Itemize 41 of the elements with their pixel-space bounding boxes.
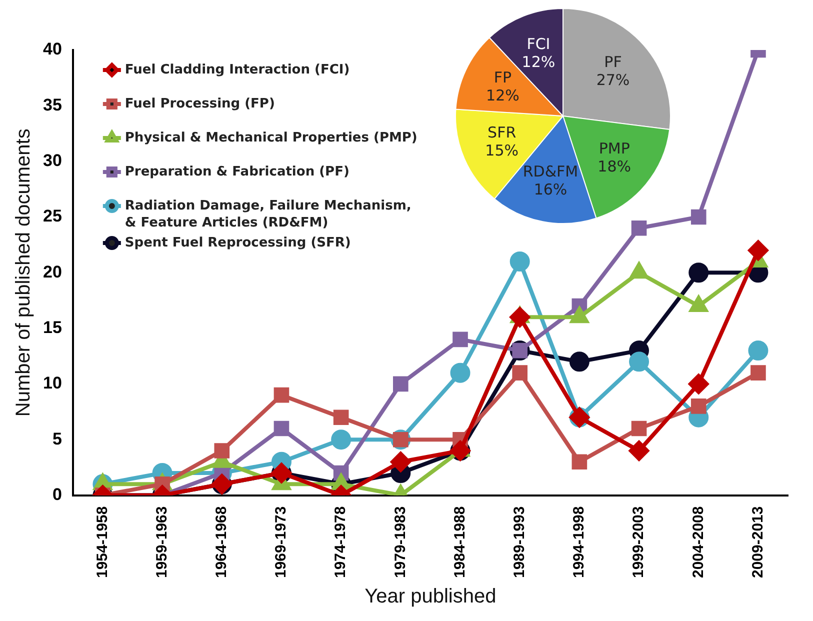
y-tick-label: 15	[42, 318, 62, 337]
legend-label: Physical & Mechanical Properties (PMP)	[124, 130, 418, 146]
x-tick-label: 1994-1998	[570, 506, 588, 578]
data-label: 18%	[598, 157, 632, 176]
x-tick-label: 2009-2013	[749, 506, 766, 578]
slice-label: PMP	[598, 139, 630, 158]
x-tick-label: 1964-1968	[213, 506, 230, 578]
x-tick-label: 1954-1958	[94, 506, 111, 578]
slice-label: FP	[494, 68, 512, 87]
x-tick-label: 1979-1983	[392, 506, 409, 578]
y-axis-title: Number of published documents	[12, 128, 35, 417]
data-label: 12%	[522, 52, 556, 71]
legend-label: Fuel Cladding Interaction (FCI)	[124, 62, 350, 78]
y-tick-label: 0	[52, 484, 62, 504]
x-tick-label: 1959-1963	[153, 506, 170, 578]
y-tick-label: 35	[42, 95, 62, 114]
data-label: 27%	[596, 70, 630, 89]
slice-label: SFR	[488, 123, 516, 142]
data-label: 15%	[485, 141, 519, 160]
x-tick-label: 2004-2008	[690, 506, 707, 578]
legend-label: Fuel Processing (FP)	[124, 96, 275, 112]
x-tick-label: 1989-1993	[510, 506, 528, 578]
x-tick-label: 1999-2003	[630, 506, 648, 578]
data-label: 16%	[534, 180, 568, 198]
slice-label: FCI	[526, 34, 550, 53]
y-tick-label: 30	[42, 151, 62, 170]
x-tick-label: 1969-1973	[272, 506, 290, 578]
slice-label: RD&FM	[522, 162, 578, 180]
y-tick-label: 40	[42, 40, 62, 59]
legend-label: Radiation Damage, Failure Mechanism, & Feature Articles (RD&FM)	[124, 198, 412, 230]
y-tick-label: 25	[42, 206, 62, 226]
legend-label: Preparation & Fabrication (PF)	[124, 164, 350, 180]
x-tick-label: 1984-1988	[451, 506, 468, 578]
y-tick-label: 20	[42, 262, 62, 282]
y-tick-label: 10	[42, 374, 62, 393]
y-tick-label: 5	[52, 429, 62, 448]
legend-label: Spent Fuel Reprocessing (SFR)	[124, 235, 351, 250]
data-label: 12%	[486, 86, 520, 105]
x-axis-title: Year published	[364, 586, 496, 608]
x-tick-label: 1974-1978	[332, 506, 350, 578]
slice-label: PF	[604, 52, 622, 71]
